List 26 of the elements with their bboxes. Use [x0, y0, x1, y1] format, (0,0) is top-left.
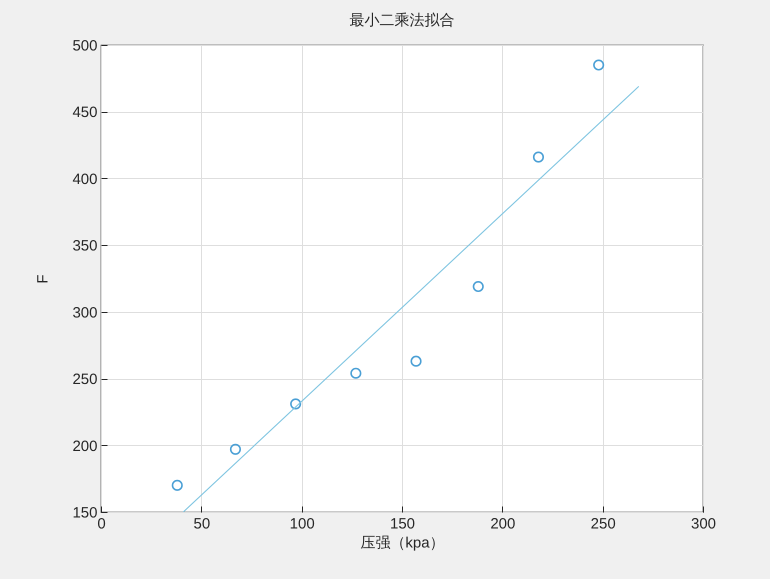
chart-title: 最小二乘法拟合 — [350, 12, 454, 29]
y-tick-label: 150 — [72, 504, 98, 522]
point — [290, 398, 302, 410]
y-tick-label: 350 — [72, 238, 98, 255]
y-axis-title: F — [34, 274, 52, 284]
y-tick-label: 200 — [72, 438, 98, 455]
x-tick-label: 50 — [193, 516, 210, 532]
point — [230, 444, 241, 455]
x-tick-label: 300 — [690, 516, 716, 532]
x-axis-title: 压强（kpa） — [360, 534, 445, 552]
point — [472, 280, 484, 292]
point — [410, 356, 422, 367]
x-tick-label: 100 — [290, 516, 315, 532]
y-tick-label: 250 — [72, 371, 98, 388]
point — [532, 152, 544, 163]
y-tick-label: 300 — [72, 304, 98, 322]
y-tick-label: 400 — [72, 170, 98, 188]
point — [593, 59, 604, 71]
x-tick-label: 150 — [390, 516, 416, 532]
point — [350, 368, 362, 379]
x-tick-label: 200 — [490, 516, 516, 532]
y-tick-label: 500 — [72, 38, 98, 54]
x-tick-label: 0 — [97, 516, 106, 532]
point — [172, 480, 183, 491]
y-tick-label: 450 — [72, 104, 98, 122]
x-tick-label: 250 — [590, 516, 616, 532]
